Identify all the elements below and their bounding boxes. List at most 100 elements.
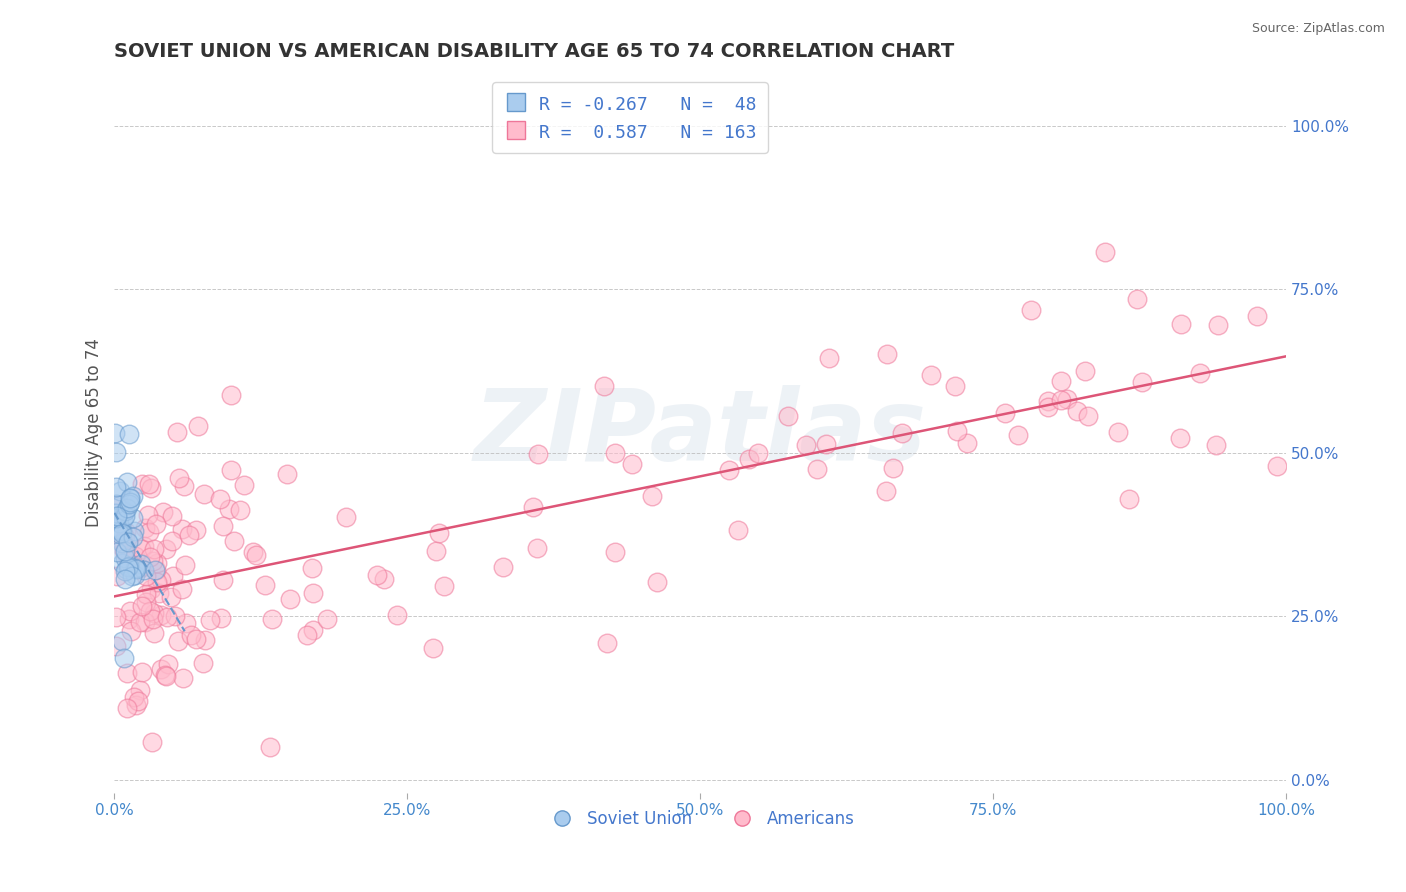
Point (110, 498, 132, 512)
Point (134, 563, 156, 577)
Point (115, 562, 138, 576)
Point (112, 543, 135, 558)
Point (526, 541, 548, 555)
Point (138, 603, 160, 617)
Point (173, 558, 195, 573)
Point (115, 700, 138, 714)
Point (139, 582, 162, 596)
Point (128, 615, 150, 629)
Point (114, 550, 136, 565)
Point (111, 633, 134, 648)
Point (163, 609, 186, 624)
Point (145, 563, 167, 577)
Point (620, 457, 643, 471)
Point (141, 554, 163, 568)
Point (111, 535, 134, 549)
Point (212, 573, 235, 587)
Point (747, 446, 769, 460)
Point (718, 463, 741, 477)
Point (1074, 363, 1097, 377)
Point (167, 633, 190, 648)
Point (142, 542, 165, 557)
Point (122, 510, 145, 524)
Legend: Soviet Union, Americans: Soviet Union, Americans (538, 804, 862, 835)
Point (373, 572, 395, 586)
Point (115, 665, 138, 680)
Point (1036, 394, 1059, 409)
Point (134, 521, 156, 535)
Point (105, 497, 128, 511)
Point (111, 536, 134, 550)
Point (605, 545, 627, 559)
Point (882, 461, 904, 475)
Point (875, 483, 897, 498)
Point (956, 436, 979, 450)
Point (120, 549, 142, 563)
Point (104, 445, 127, 459)
Point (118, 497, 141, 511)
Point (169, 470, 191, 484)
Point (994, 406, 1017, 420)
Point (114, 572, 136, 586)
Point (172, 671, 194, 685)
Point (141, 735, 163, 749)
Point (127, 693, 149, 707)
Point (603, 446, 626, 460)
Point (122, 489, 145, 503)
Point (233, 478, 256, 492)
Point (121, 530, 143, 544)
Point (641, 490, 664, 504)
Point (138, 524, 160, 539)
Point (142, 612, 165, 626)
Point (427, 526, 450, 541)
Point (114, 508, 136, 523)
Point (120, 491, 142, 505)
Point (198, 613, 221, 627)
Point (118, 612, 141, 626)
Point (1056, 392, 1078, 406)
Point (104, 480, 127, 494)
Point (491, 560, 513, 574)
Point (1007, 428, 1029, 442)
Point (111, 525, 134, 540)
Point (156, 610, 179, 624)
Point (115, 475, 138, 489)
Point (1066, 403, 1088, 417)
Point (1077, 409, 1099, 423)
Point (522, 500, 544, 514)
Point (1265, 458, 1288, 473)
Point (219, 463, 242, 477)
Point (105, 510, 128, 524)
Point (125, 562, 148, 576)
Point (301, 585, 323, 599)
Point (139, 549, 162, 564)
Point (1170, 317, 1192, 331)
Text: ZIPatlas: ZIPatlas (474, 384, 927, 482)
Text: SOVIET UNION VS AMERICAN DISABILITY AGE 65 TO 74 CORRELATION CHART: SOVIET UNION VS AMERICAN DISABILITY AGE … (114, 42, 955, 61)
Point (776, 409, 799, 423)
Point (1168, 431, 1191, 445)
Point (1036, 401, 1059, 415)
Point (276, 467, 298, 481)
Point (316, 611, 339, 625)
Point (131, 557, 153, 571)
Point (120, 624, 142, 639)
Point (184, 523, 207, 537)
Point (891, 425, 914, 440)
Point (107, 498, 129, 512)
Point (129, 561, 152, 575)
Point (191, 656, 214, 670)
Point (114, 544, 136, 558)
Point (222, 534, 245, 549)
Point (1206, 318, 1229, 332)
Point (105, 508, 128, 523)
Point (160, 590, 183, 604)
Point (111, 556, 134, 570)
Point (146, 556, 169, 570)
Point (108, 483, 131, 498)
Point (128, 683, 150, 698)
Point (218, 501, 240, 516)
Point (259, 739, 281, 754)
Point (105, 640, 128, 654)
Point (170, 522, 193, 536)
